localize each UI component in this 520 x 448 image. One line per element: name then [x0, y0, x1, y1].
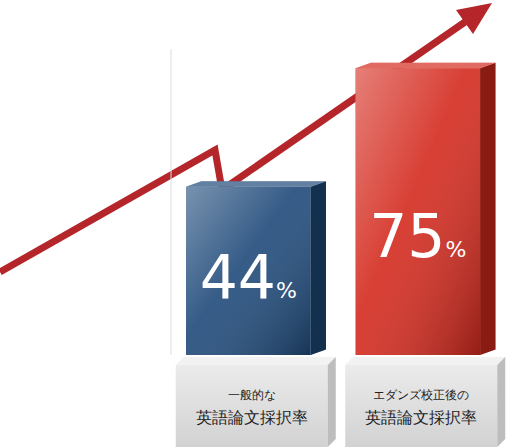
- svg-text:一般的な: 一般的な: [228, 388, 276, 402]
- svg-text:75%: 75%: [369, 201, 466, 271]
- svg-text:エダンズ校正後の: エダンズ校正後の: [373, 388, 469, 402]
- svg-text:44%: 44%: [200, 242, 297, 312]
- svg-text:英語論文採択率: 英語論文採択率: [365, 408, 477, 427]
- svg-text:英語論文採択率: 英語論文採択率: [196, 408, 308, 427]
